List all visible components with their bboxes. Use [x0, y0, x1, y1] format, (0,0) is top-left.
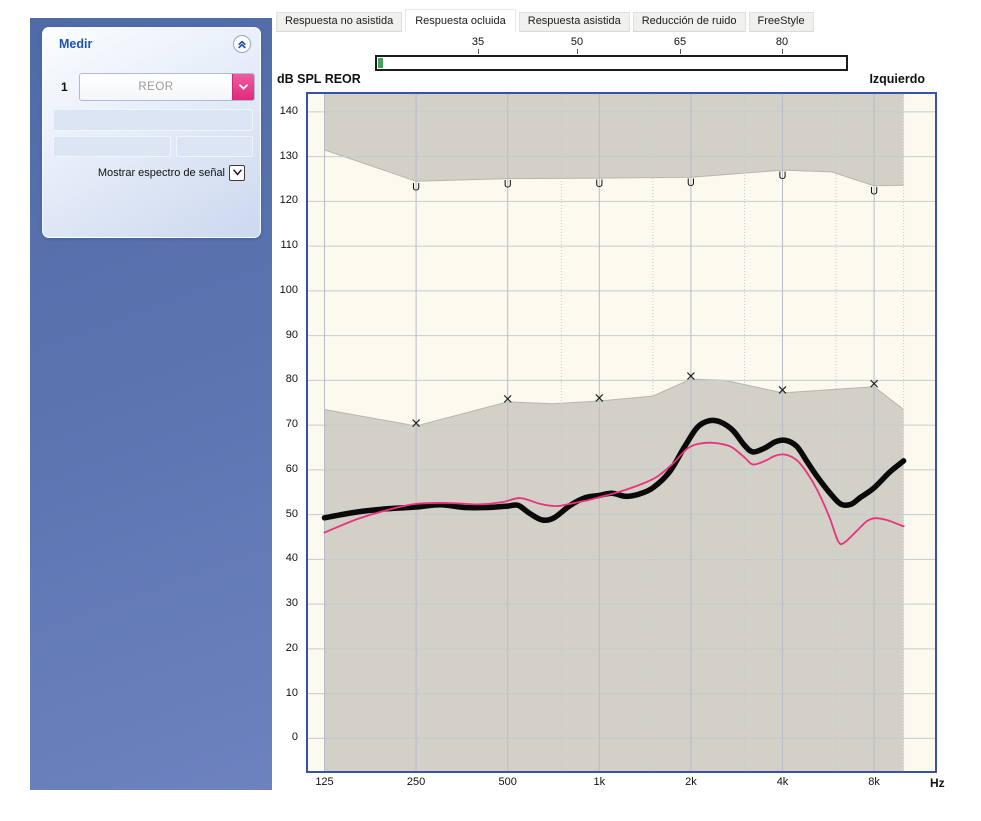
signal-spectrum-row: Mostrar espectro de señal: [53, 164, 245, 181]
y-axis-tick-label: 120: [279, 194, 298, 207]
threshold-marker-x: [503, 394, 512, 403]
tab-respuesta-no-asistida[interactable]: Respuesta no asistida: [276, 12, 403, 32]
combobox-dropdown-button[interactable]: [232, 74, 254, 100]
level-ruler-tick-mark: [680, 49, 681, 54]
measurement-number: 1: [61, 80, 68, 94]
signal-spectrum-toggle[interactable]: [229, 164, 245, 181]
x-axis-tick-label: 125: [315, 776, 334, 788]
status-display-field: [53, 109, 253, 131]
measure-panel-title: Medir: [59, 37, 93, 51]
y-axis-tick-label: 80: [285, 373, 298, 386]
level-ruler-tick-label: 35: [471, 36, 485, 48]
level-ruler-tick-mark: [782, 49, 783, 54]
y-axis-tick-label: 100: [279, 283, 298, 296]
rem-chart: U U U U U U: [306, 92, 937, 773]
value-display-field-right: [176, 136, 253, 157]
threshold-marker-x: [412, 419, 421, 427]
y-axis-tick-label: 130: [279, 149, 298, 162]
signal-level-progress-bar: [375, 55, 848, 71]
ucl-marker-U: U: [504, 179, 512, 191]
chevron-down-icon: [239, 84, 248, 90]
tab-respuesta-ocluida[interactable]: Respuesta ocluida: [405, 9, 516, 32]
y-axis-tick-labels: 0 10 20 30 40 50 60 70 80 90 100 110 120 130 140: [258, 92, 301, 773]
value-display-field-left: [53, 136, 171, 157]
x-axis-unit-label: Hz: [930, 776, 945, 790]
response-tabbar: Respuesta no asistida Respuesta ocluida …: [276, 9, 814, 32]
y-axis-tick-label: 140: [279, 104, 298, 117]
y-axis-tick-label: 20: [285, 641, 298, 654]
y-axis-tick-label: 10: [285, 686, 298, 699]
ucl-marker-U: U: [687, 177, 695, 189]
y-axis-tick-label: 60: [285, 462, 298, 475]
rem-chart-canvas: U U U U U U: [308, 94, 935, 771]
y-axis-tick-label: 70: [285, 418, 298, 431]
y-axis-tick-label: 50: [285, 507, 298, 520]
level-ruler-tick-label: 80: [775, 36, 789, 48]
level-ruler-tick-label: 65: [673, 36, 687, 48]
x-axis-tick-label: 2k: [685, 776, 697, 788]
y-axis-tick-label: 30: [285, 597, 298, 610]
x-axis-tick-label: 4k: [776, 776, 789, 788]
tab-reduccion-de-ruido[interactable]: Reducción de ruido: [632, 12, 746, 32]
chart-title: dB SPL REOR: [277, 72, 361, 86]
measurement-type-combobox[interactable]: REOR: [79, 73, 255, 101]
y-axis-tick-label: 110: [280, 239, 298, 252]
threshold-marker-x: [870, 379, 879, 388]
measure-panel: Medir 1 REOR: [42, 27, 261, 238]
x-axis-tick-label: 8k: [868, 776, 880, 788]
sidebar: Medir 1 REOR: [30, 18, 272, 790]
lower-region-boundary-line: [324, 378, 904, 427]
upper-shaded-region: [324, 94, 904, 186]
ucl-marker-U: U: [870, 186, 878, 198]
y-axis-tick-label: 40: [285, 552, 298, 565]
signal-spectrum-label: Mostrar espectro de señal: [97, 166, 225, 179]
level-ruler-tick-mark: [577, 49, 578, 54]
threshold-marker-x: [778, 386, 787, 394]
x-axis-tick-label: 1k: [593, 776, 606, 788]
threshold-marker-x: [595, 394, 604, 402]
threshold-marker-x: [686, 372, 695, 380]
x-axis-tick-label: 250: [406, 776, 426, 788]
y-axis-tick-label: 90: [285, 328, 298, 341]
ear-side-label: Izquierdo: [869, 72, 925, 86]
curve-reor_target_pink: [323, 441, 905, 546]
tab-respuesta-asistida[interactable]: Respuesta asistida: [518, 12, 630, 32]
chevron-down-icon: [232, 169, 242, 176]
chevron-double-up-icon: [237, 39, 247, 49]
tab-freestyle[interactable]: FreeStyle: [748, 12, 814, 32]
ucl-marker-U: U: [412, 181, 420, 193]
measurement-type-value: REOR: [138, 81, 174, 93]
level-ruler-tick-label: 50: [570, 36, 584, 48]
x-axis-tick-labels: 125 250 500 1k 2k 4k 8k Hz: [306, 776, 981, 792]
panel-collapse-button[interactable]: [233, 35, 251, 53]
y-axis-tick-label: 0: [291, 731, 298, 744]
signal-level-progress-fill: [378, 58, 383, 68]
ucl-marker-U: U: [595, 178, 603, 190]
level-ruler-tick-mark: [478, 49, 479, 54]
ucl-marker-U: U: [779, 170, 787, 182]
x-axis-tick-label: 500: [498, 776, 517, 788]
lower-shaded-region: [324, 379, 904, 771]
